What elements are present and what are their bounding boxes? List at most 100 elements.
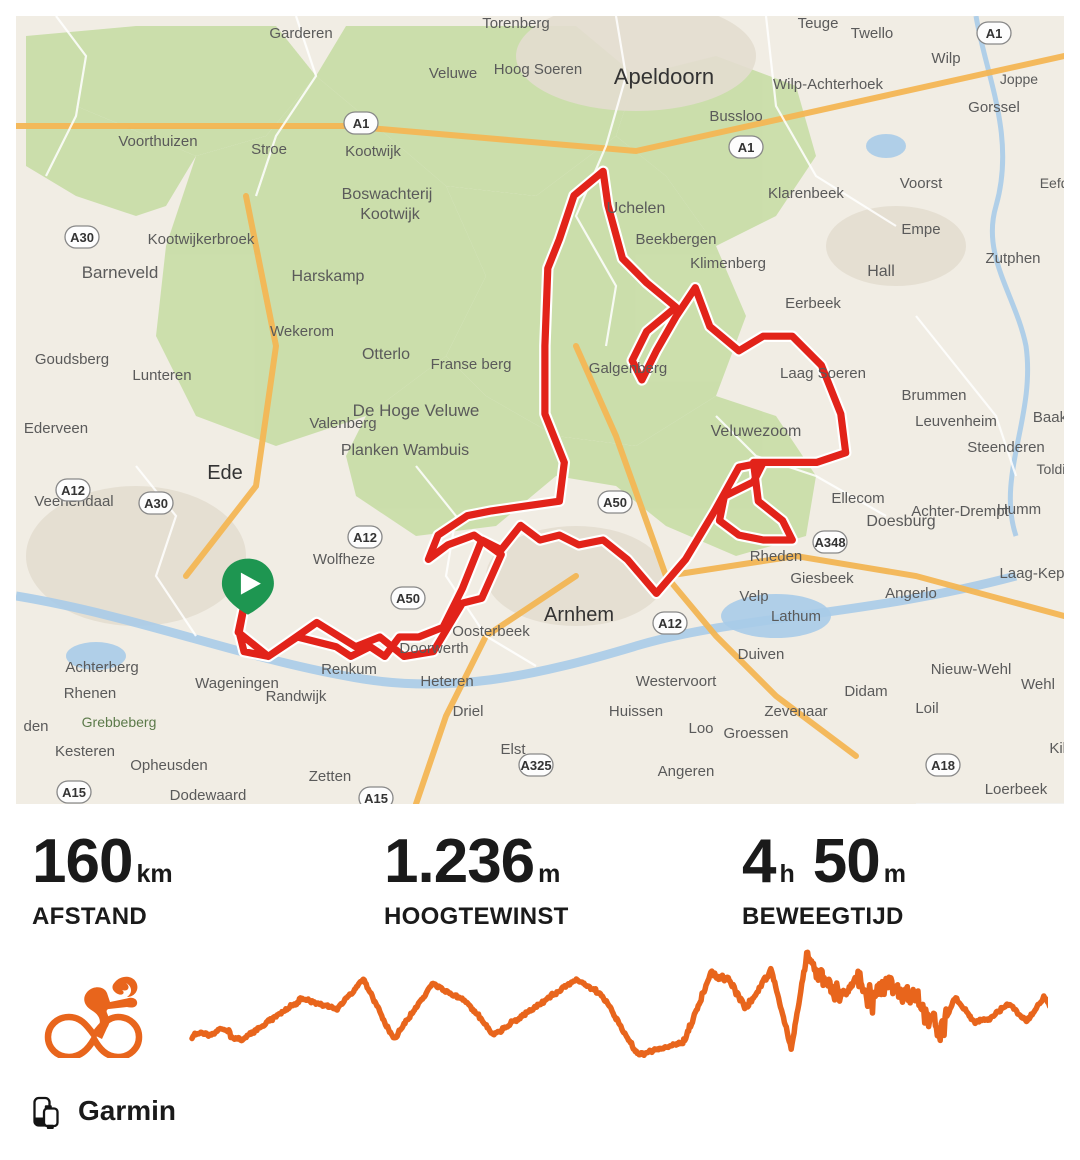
svg-text:Zutphen: Zutphen <box>985 250 1040 267</box>
svg-text:Loo: Loo <box>688 720 713 737</box>
svg-text:A12: A12 <box>61 483 85 498</box>
svg-text:Garderen: Garderen <box>269 25 332 42</box>
svg-text:Dodewaard: Dodewaard <box>170 787 247 804</box>
svg-text:Groessen: Groessen <box>723 725 788 742</box>
svg-text:Ede: Ede <box>207 462 243 484</box>
svg-text:Wolfheze: Wolfheze <box>313 551 375 568</box>
svg-text:Klarenbeek: Klarenbeek <box>768 185 844 202</box>
svg-text:Bussloo: Bussloo <box>709 108 762 125</box>
svg-text:Lunteren: Lunteren <box>132 367 191 384</box>
svg-text:Wehl: Wehl <box>1021 676 1055 693</box>
svg-text:Kilde: Kilde <box>1049 740 1064 757</box>
svg-text:Galgenberg: Galgenberg <box>589 360 667 377</box>
svg-text:Gorssel: Gorssel <box>968 99 1020 116</box>
svg-text:Joppe: Joppe <box>1000 71 1038 87</box>
svg-text:A1: A1 <box>738 140 755 155</box>
svg-text:Steenderen: Steenderen <box>967 439 1045 456</box>
svg-text:Loil: Loil <box>915 700 938 717</box>
svg-text:© OpenStreetMap: © OpenStreetMap <box>959 803 1060 804</box>
svg-text:Franse berg: Franse berg <box>431 356 512 373</box>
svg-text:Empe: Empe <box>901 221 940 238</box>
svg-text:Doorwerth: Doorwerth <box>399 640 468 657</box>
svg-text:A12: A12 <box>658 616 682 631</box>
svg-text:Angeren: Angeren <box>658 763 715 780</box>
svg-text:A15: A15 <box>62 785 86 800</box>
svg-text:A1: A1 <box>353 116 370 131</box>
svg-text:A50: A50 <box>396 591 420 606</box>
svg-text:A50: A50 <box>603 495 627 510</box>
svg-text:Twello: Twello <box>851 25 894 42</box>
svg-text:A1: A1 <box>986 26 1003 41</box>
svg-text:Hoog Soeren: Hoog Soeren <box>494 61 582 78</box>
svg-text:Opheusden: Opheusden <box>130 757 208 774</box>
svg-text:Torenberg: Torenberg <box>482 16 550 32</box>
svg-text:Didam: Didam <box>844 683 887 700</box>
svg-text:Laag Soeren: Laag Soeren <box>780 365 866 382</box>
svg-text:Angerlo: Angerlo <box>885 585 937 602</box>
svg-text:Grebbeberg: Grebbeberg <box>82 714 157 730</box>
svg-text:Kootwijk: Kootwijk <box>345 143 401 160</box>
svg-text:Rhenen: Rhenen <box>64 685 117 702</box>
svg-text:Teuge: Teuge <box>798 16 839 32</box>
svg-text:Duiven: Duiven <box>738 646 785 663</box>
svg-text:Westervoort: Westervoort <box>636 673 717 690</box>
svg-text:Wekerom: Wekerom <box>270 323 334 340</box>
svg-text:Ellecom: Ellecom <box>831 490 884 507</box>
svg-text:Leuvenheim: Leuvenheim <box>915 413 997 430</box>
svg-text:Otterlo: Otterlo <box>362 346 410 363</box>
svg-text:A15: A15 <box>364 791 388 804</box>
svg-text:Toldijk: Toldijk <box>1037 461 1064 477</box>
svg-text:Nieuw-Wehl: Nieuw-Wehl <box>931 661 1012 678</box>
svg-text:Randwijk: Randwijk <box>266 688 327 705</box>
svg-text:Planken Wambuis: Planken Wambuis <box>341 442 469 459</box>
svg-text:Veluwe: Veluwe <box>429 65 477 82</box>
svg-text:Veluwezoom: Veluwezoom <box>711 423 802 440</box>
svg-text:Harskamp: Harskamp <box>292 268 365 285</box>
svg-text:Apeldoorn: Apeldoorn <box>614 64 714 89</box>
svg-text:Rheden: Rheden <box>750 548 803 565</box>
svg-text:Renkum: Renkum <box>321 661 377 678</box>
svg-text:Kootwijk: Kootwijk <box>360 206 421 223</box>
svg-text:Baak: Baak <box>1033 409 1064 426</box>
svg-text:Wilp-Achterhoek: Wilp-Achterhoek <box>773 76 884 93</box>
svg-text:Eefde: Eefde <box>1040 175 1064 191</box>
svg-text:A30: A30 <box>70 230 94 245</box>
svg-text:Klimenberg: Klimenberg <box>690 255 766 272</box>
svg-text:A325: A325 <box>520 758 551 773</box>
svg-text:Giesbeek: Giesbeek <box>790 570 854 587</box>
svg-text:Elst: Elst <box>500 741 526 758</box>
svg-text:Oosterbeek: Oosterbeek <box>452 623 530 640</box>
svg-text:den: den <box>23 718 48 735</box>
svg-text:Uchelen: Uchelen <box>607 200 666 217</box>
svg-text:Zetten: Zetten <box>309 768 352 785</box>
svg-text:Heteren: Heteren <box>420 673 473 690</box>
svg-text:Loerbeek: Loerbeek <box>985 781 1048 798</box>
svg-text:Huissen: Huissen <box>609 703 663 720</box>
svg-text:Kesteren: Kesteren <box>55 743 115 760</box>
svg-text:Boswachterij: Boswachterij <box>342 186 433 203</box>
svg-text:Arnhem: Arnhem <box>544 604 614 626</box>
svg-text:Velp: Velp <box>739 588 768 605</box>
svg-text:Achterberg: Achterberg <box>65 659 138 676</box>
svg-text:Laag-Keppel: Laag-Keppel <box>999 565 1064 582</box>
svg-text:Lathum: Lathum <box>771 608 821 625</box>
svg-text:Barneveld: Barneveld <box>82 263 159 282</box>
svg-text:Hall: Hall <box>867 263 895 280</box>
svg-text:Valenberg: Valenberg <box>309 415 376 432</box>
svg-text:Voorst: Voorst <box>900 175 943 192</box>
svg-text:Brummen: Brummen <box>901 387 966 404</box>
svg-text:A18: A18 <box>931 758 955 773</box>
svg-text:Zevenaar: Zevenaar <box>764 703 827 720</box>
svg-text:A12: A12 <box>353 530 377 545</box>
svg-text:Wilp: Wilp <box>931 50 960 67</box>
svg-text:Voorthuizen: Voorthuizen <box>118 133 197 150</box>
svg-text:A348: A348 <box>814 535 845 550</box>
svg-text:Stroe: Stroe <box>251 141 287 158</box>
svg-text:Achter-Drempt: Achter-Drempt <box>911 503 1009 520</box>
svg-text:Kootwijkerbroek: Kootwijkerbroek <box>148 231 255 248</box>
svg-text:Eerbeek: Eerbeek <box>785 295 841 312</box>
svg-text:Humm: Humm <box>997 501 1041 518</box>
svg-text:Goudsberg: Goudsberg <box>35 351 109 368</box>
svg-text:Driel: Driel <box>453 703 484 720</box>
svg-text:A30: A30 <box>144 496 168 511</box>
